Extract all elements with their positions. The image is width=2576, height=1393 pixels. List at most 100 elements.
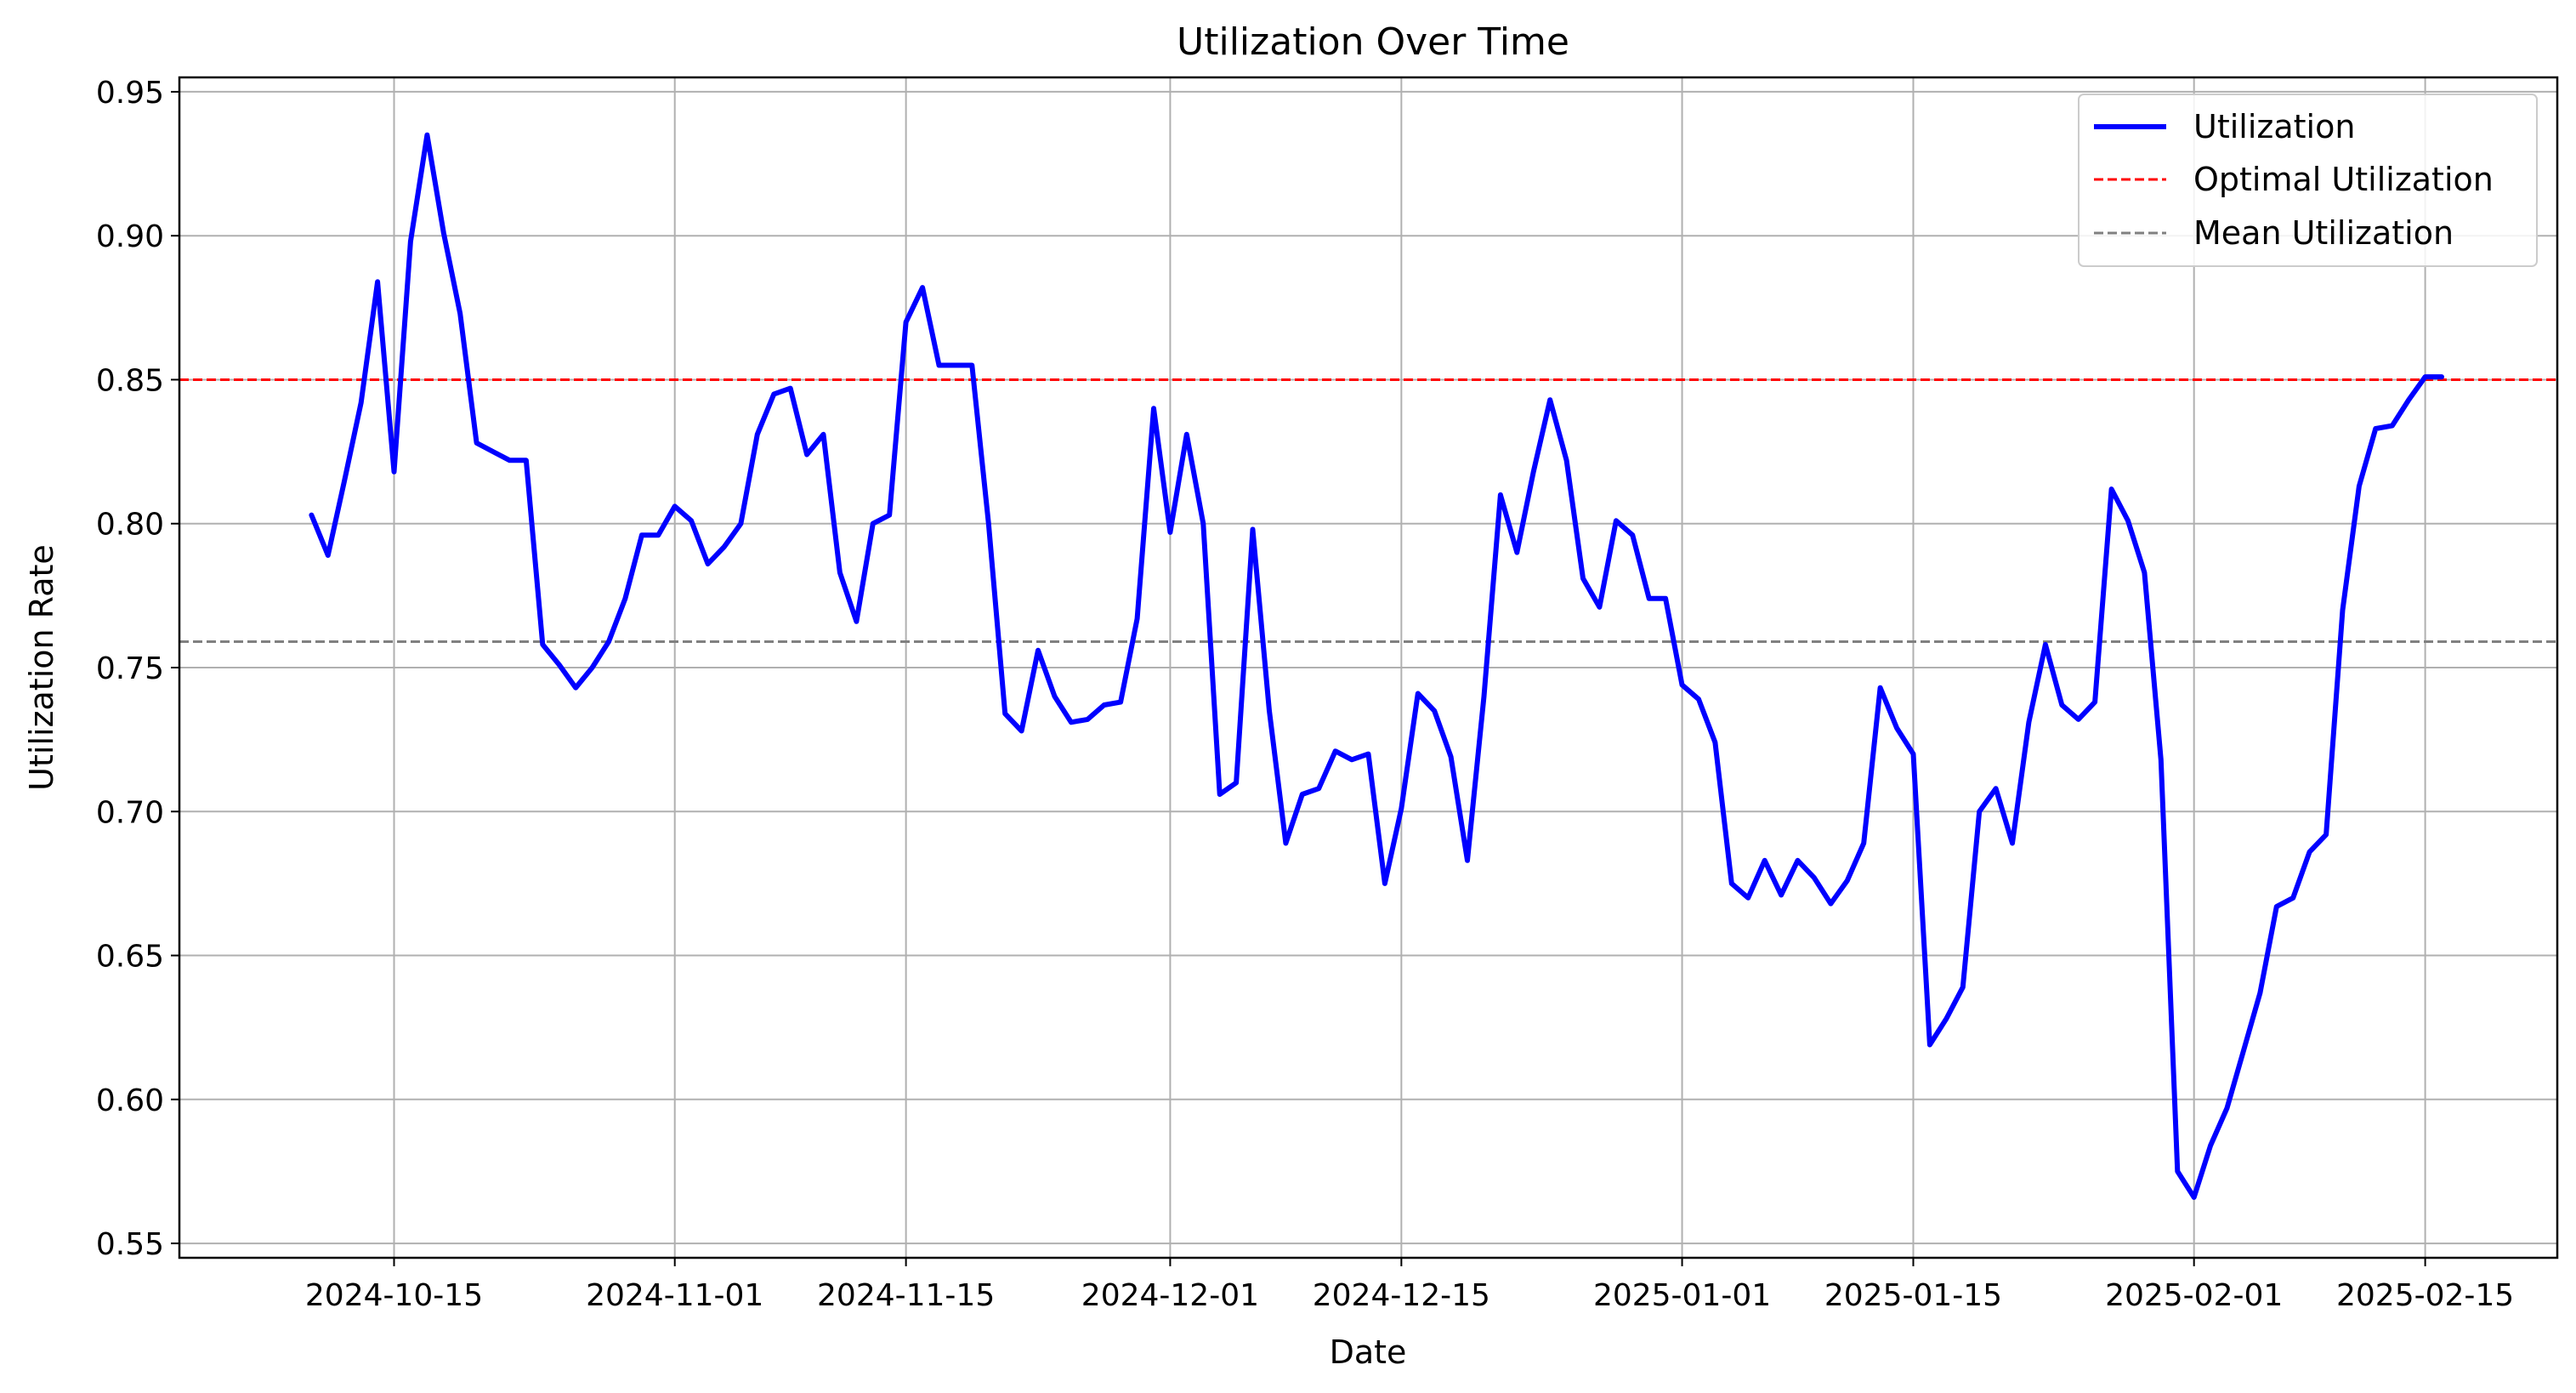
utilization-point bbox=[2144, 572, 2145, 573]
utilization-point bbox=[1137, 618, 1138, 619]
utilization-point bbox=[922, 287, 923, 288]
utilization-point bbox=[1731, 883, 1732, 884]
x-tick-label: 2024-11-01 bbox=[586, 1278, 763, 1313]
utilization-point bbox=[1715, 742, 1716, 743]
reference-lines bbox=[179, 378, 2557, 644]
utilization-point bbox=[2062, 705, 2063, 706]
utilization-point bbox=[1434, 710, 1435, 711]
utilization-point bbox=[1615, 520, 1616, 521]
utilization-point bbox=[2160, 759, 2161, 760]
utilization-point bbox=[1417, 693, 1418, 694]
utilization-point bbox=[1335, 751, 1336, 752]
x-tick-label: 2024-12-01 bbox=[1081, 1278, 1259, 1313]
y-tick-label: 0.75 bbox=[96, 651, 164, 686]
utilization-point bbox=[724, 546, 725, 547]
utilization-point bbox=[344, 480, 345, 481]
utilization-point bbox=[1913, 753, 1914, 754]
utilization-point bbox=[2425, 377, 2426, 378]
utilization-point bbox=[625, 598, 626, 599]
utilization-point bbox=[1467, 860, 1468, 861]
utilization-point bbox=[1764, 860, 1765, 861]
utilization-point bbox=[1252, 529, 1253, 530]
y-axis-label: Utilization Rate bbox=[23, 544, 60, 791]
x-axis-ticks: 2024-10-15 2024-11-01 2024-11-15 2024-12-01… bbox=[305, 1258, 2514, 1313]
utilization-point bbox=[1269, 710, 1270, 711]
utilization-point bbox=[872, 523, 873, 524]
y-axis-ticks: 0.55 0.60 0.65 0.70 0.75 0.80 0.85 0.90 0.95 bbox=[96, 76, 179, 1262]
utilization-point bbox=[509, 460, 510, 461]
legend-label-mean: Mean Utilization bbox=[2193, 214, 2454, 252]
utilization-point bbox=[790, 388, 791, 389]
y-tick-label: 0.95 bbox=[96, 76, 164, 111]
legend: Utilization Optimal Utilization Mean Uti… bbox=[2078, 94, 2538, 267]
utilization-point bbox=[2012, 843, 2013, 844]
utilization-point bbox=[2028, 722, 2029, 723]
utilization-point bbox=[2342, 610, 2343, 611]
utilization-point bbox=[1897, 728, 1898, 729]
x-tick-label: 2024-11-15 bbox=[817, 1278, 995, 1313]
legend-label-optimal: Optimal Utilization bbox=[2193, 161, 2494, 198]
utilization-point bbox=[988, 523, 989, 524]
utilization-point bbox=[609, 641, 610, 642]
utilization-point bbox=[641, 535, 642, 536]
utilization-point bbox=[1566, 460, 1567, 461]
chart-title: Utilization Over Time bbox=[1177, 20, 1569, 64]
utilization-point bbox=[476, 442, 477, 443]
y-tick-label: 0.65 bbox=[96, 940, 164, 975]
x-tick-label: 2024-12-15 bbox=[1313, 1278, 1490, 1313]
y-tick-label: 0.70 bbox=[96, 795, 164, 830]
utilization-point bbox=[1517, 552, 1518, 553]
utilization-point bbox=[1352, 759, 1353, 760]
utilization-point bbox=[460, 313, 461, 314]
utilization-point bbox=[327, 555, 328, 556]
x-tick-label: 2025-02-01 bbox=[2105, 1278, 2283, 1313]
utilization-point bbox=[1384, 883, 1385, 884]
utilization-point bbox=[1368, 753, 1369, 754]
utilization-point bbox=[2177, 1171, 2178, 1172]
utilization-point bbox=[1995, 788, 1996, 789]
utilization-point bbox=[525, 460, 526, 461]
legend-label-utilization: Utilization bbox=[2193, 108, 2355, 145]
utilization-point bbox=[856, 621, 857, 622]
x-tick-label: 2024-10-15 bbox=[305, 1278, 483, 1313]
utilization-point bbox=[1186, 434, 1187, 435]
series-layer bbox=[309, 132, 2444, 1200]
utilization-point bbox=[1450, 756, 1451, 757]
utilization-point bbox=[1665, 598, 1666, 599]
utilization-point bbox=[1632, 535, 1633, 536]
utilization-point bbox=[443, 232, 444, 233]
utilization-point bbox=[1929, 1044, 1930, 1045]
legend-box bbox=[2078, 94, 2538, 267]
utilization-point bbox=[807, 454, 808, 455]
utilization-point bbox=[1962, 986, 1963, 987]
x-axis-label: Date bbox=[1330, 1333, 1407, 1371]
utilization-point bbox=[1236, 782, 1237, 783]
utilization-point bbox=[1979, 811, 1980, 812]
utilization-point bbox=[2442, 377, 2443, 378]
utilization-point bbox=[658, 535, 659, 536]
utilization-point bbox=[740, 523, 741, 524]
utilization-point bbox=[674, 506, 675, 507]
utilization-point bbox=[1038, 650, 1039, 651]
utilization-point bbox=[905, 321, 906, 322]
x-tick-label: 2025-02-15 bbox=[2336, 1278, 2514, 1313]
x-tick-label: 2025-01-01 bbox=[1593, 1278, 1771, 1313]
utilization-point bbox=[955, 365, 956, 366]
y-tick-label: 0.60 bbox=[96, 1083, 164, 1118]
utilization-point bbox=[2260, 992, 2261, 993]
utilization-point bbox=[691, 520, 692, 521]
utilization-point bbox=[1550, 400, 1551, 401]
y-tick-label: 0.55 bbox=[96, 1227, 164, 1262]
utilization-point bbox=[377, 281, 378, 282]
y-tick-label: 0.90 bbox=[96, 219, 164, 254]
utilization-point bbox=[1154, 408, 1155, 409]
utilization-point bbox=[2326, 834, 2327, 835]
utilization-point bbox=[1219, 794, 1220, 795]
utilization-point bbox=[1500, 494, 1501, 495]
utilization-point bbox=[1781, 895, 1782, 896]
utilization-point bbox=[360, 402, 361, 403]
utilization-point bbox=[823, 434, 824, 435]
utilization-point bbox=[427, 134, 428, 135]
utilization-point bbox=[2111, 489, 2112, 490]
